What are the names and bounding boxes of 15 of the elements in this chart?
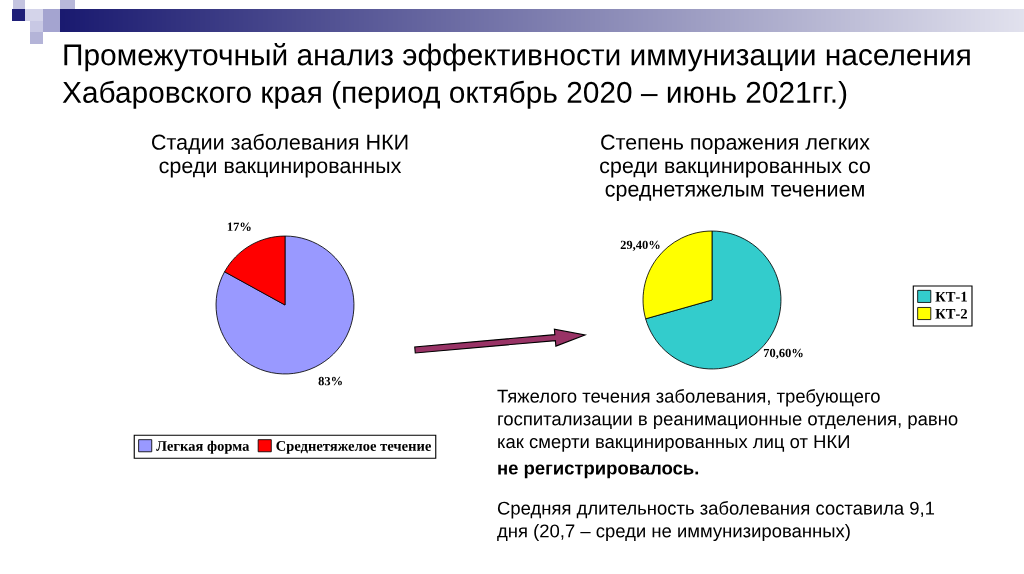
data-label: 83% [318, 376, 342, 386]
text: Тяжелого течения заболевания, требующего госпитализации в реанимационные отделения, равно как смерти вакцинированных лиц от НКИ [497, 389, 958, 452]
data-label: 17% [227, 222, 251, 231]
legend-label: Легкая форма [156, 440, 250, 454]
legend-label: Среднетяжелое течение [276, 441, 431, 454]
text: не регистрировалось. [498, 464, 699, 479]
text: Промежуточный анализ эффективности иммунизации населения Хабаровского края (период октябрь 2020 – июнь 2021гг.) [62, 43, 970, 109]
data-label: 29,40% [620, 240, 660, 251]
chart-title: Степень поражения легких среди вакцинированных со среднетяжелым течением [600, 134, 870, 201]
legend-label: КТ-2 [935, 308, 967, 319]
text: Средняя длительность заболевания составила 9,1 дня (20,7 – среди не иммунизированных) [497, 501, 935, 542]
chart-title: Стадии заболевания НКИ среди вакцинированных [152, 133, 408, 178]
data-label: 70,60% [763, 348, 803, 359]
legend-label: КТ-1 [935, 291, 967, 302]
pie-slice [215, 235, 355, 375]
